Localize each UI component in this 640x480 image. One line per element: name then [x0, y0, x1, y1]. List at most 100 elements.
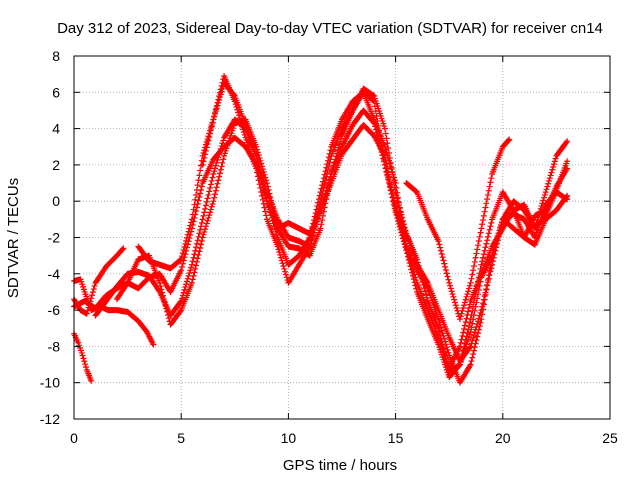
data-point [268, 197, 275, 204]
data-point [190, 206, 197, 213]
data-point [201, 228, 208, 235]
data-point [202, 226, 209, 233]
data-point [348, 108, 355, 115]
data-point [267, 209, 274, 216]
data-point [470, 347, 477, 354]
data-point [216, 94, 223, 101]
data-point [445, 276, 452, 283]
data-point [456, 361, 463, 368]
data-point [480, 254, 487, 261]
data-point [394, 195, 401, 202]
x-tick-label: 25 [602, 430, 618, 446]
data-point [202, 151, 209, 158]
data-point [324, 191, 331, 198]
data-point [326, 150, 333, 157]
data-point [411, 279, 418, 286]
data-point [325, 183, 332, 190]
data-point [195, 233, 202, 240]
data-point [211, 168, 218, 175]
data-point [386, 160, 393, 167]
data-point [218, 88, 225, 95]
data-point [477, 229, 484, 236]
data-point [390, 171, 397, 178]
data-point [481, 208, 488, 215]
data-point [160, 292, 167, 299]
data-point [477, 265, 484, 272]
data-point [471, 344, 478, 351]
data-point [179, 263, 186, 270]
data-point [258, 173, 265, 180]
data-point [480, 300, 487, 307]
data-point [263, 198, 270, 205]
data-point [535, 214, 542, 221]
data-point [320, 212, 327, 219]
data-point [439, 254, 446, 261]
data-point [470, 332, 477, 339]
data-point [182, 240, 189, 247]
data-point [81, 358, 88, 365]
data-point [200, 231, 207, 238]
data-point [456, 316, 463, 323]
data-point [444, 346, 451, 353]
data-point [199, 161, 206, 168]
data-point [268, 214, 275, 221]
data-point [458, 310, 465, 317]
data-point [282, 271, 289, 278]
data-point [457, 358, 464, 365]
data-point [465, 305, 472, 312]
data-point [218, 163, 225, 170]
data-point [446, 279, 453, 286]
data-point [202, 205, 209, 212]
data-point [550, 163, 557, 170]
data-point [165, 315, 172, 322]
data-point [473, 337, 480, 344]
data-point [328, 170, 335, 177]
data-point [461, 302, 468, 309]
data-point [484, 233, 491, 240]
data-point [261, 187, 268, 194]
data-point [310, 220, 317, 227]
data-point [480, 251, 487, 258]
data-point [83, 310, 90, 317]
data-point [80, 355, 87, 362]
data-point [412, 282, 419, 289]
data-point [317, 189, 324, 196]
data-point [440, 332, 447, 339]
data-point [203, 220, 210, 227]
data-point [466, 282, 473, 289]
data-point [408, 266, 415, 273]
data-point [218, 143, 225, 150]
data-point [442, 263, 449, 270]
data-point [270, 220, 277, 227]
data-point [487, 262, 494, 269]
data-point [531, 225, 538, 232]
data-point [180, 247, 187, 254]
data-point [259, 180, 266, 187]
data-point [440, 257, 447, 264]
data-point [498, 219, 505, 226]
data-point [469, 354, 476, 361]
data-point [315, 199, 322, 206]
data-point [163, 305, 170, 312]
data-point [320, 208, 327, 215]
data-point [255, 163, 262, 170]
data-point [209, 120, 216, 127]
data-point [402, 238, 409, 245]
data-point [390, 174, 397, 181]
data-point [461, 322, 468, 329]
data-point [469, 307, 476, 314]
data-point [206, 133, 213, 140]
data-point [193, 262, 200, 269]
data-point [277, 251, 284, 258]
data-point [203, 198, 210, 205]
data-point [387, 163, 394, 170]
data-point [441, 335, 448, 342]
y-tick-label: -12 [40, 411, 60, 427]
data-point [84, 307, 91, 314]
data-point [256, 166, 263, 173]
data-point [385, 176, 392, 183]
data-point [474, 333, 481, 340]
data-point [336, 141, 343, 148]
data-point [563, 166, 570, 173]
